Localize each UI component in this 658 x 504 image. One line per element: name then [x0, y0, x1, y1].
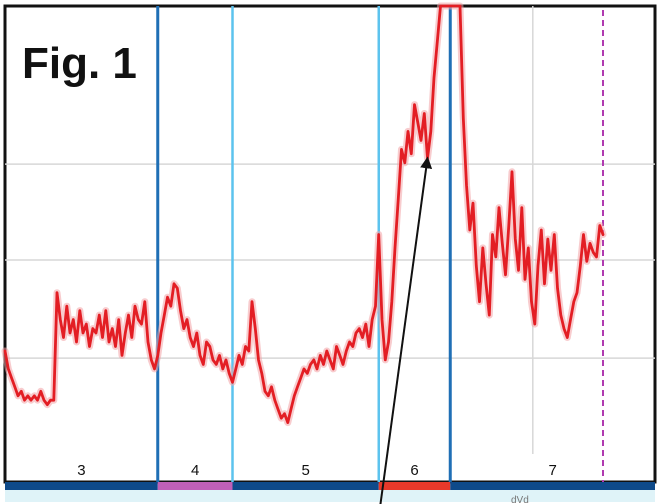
segment-label-layer: 3 4 5 6 7: [77, 462, 557, 479]
annotation-arrow: [379, 156, 433, 504]
boundary-layer: [156, 6, 604, 482]
bottom-fragment-text: dVd: [511, 495, 529, 504]
segment-band-7: [450, 482, 655, 490]
trace-layer: [1, 2, 607, 427]
segment-label-3: 3: [77, 462, 85, 479]
segment-label-4: 4: [191, 462, 199, 479]
segment-band-6: [378, 482, 451, 490]
segment-label-7: 7: [548, 462, 556, 479]
figure-title: Fig. 1: [22, 39, 137, 88]
segment-band-3: [5, 482, 158, 490]
segment-label-5: 5: [301, 462, 309, 479]
segment-band-4: [157, 482, 233, 490]
segment-band-5: [232, 482, 379, 490]
trace-line: [3, 4, 605, 425]
segment-label-6: 6: [410, 462, 418, 479]
band-layer: [5, 482, 655, 502]
lower-strip: [5, 490, 655, 502]
